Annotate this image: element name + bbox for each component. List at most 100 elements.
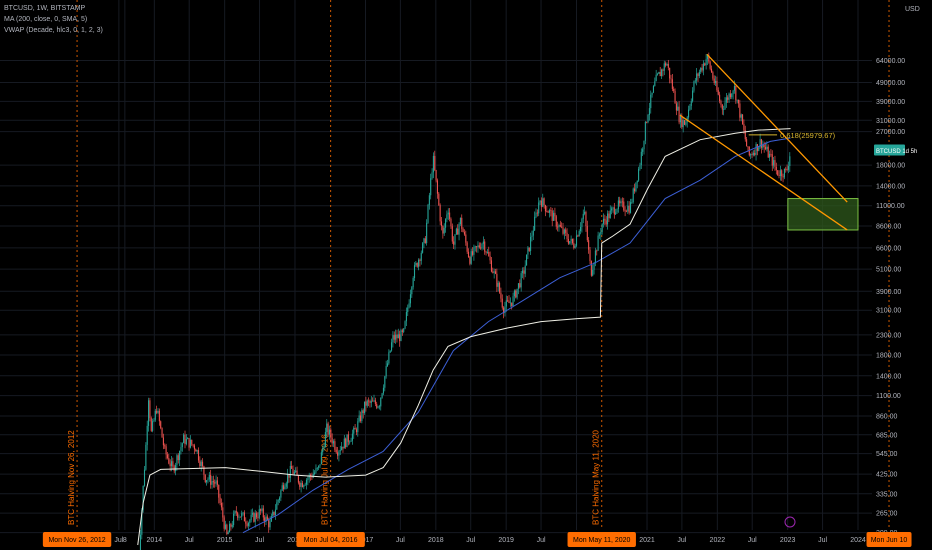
candle-body [627, 205, 629, 212]
candle-body [146, 425, 148, 445]
candle-body [179, 451, 181, 461]
candle-body [536, 212, 538, 214]
price-tick-label: 425.00 [876, 472, 898, 479]
candle-body [258, 509, 260, 518]
candle-body [446, 214, 448, 220]
candle-body [663, 63, 665, 71]
candle-body [208, 474, 210, 480]
candle-body [301, 482, 304, 488]
time-tick-label: 2016 [287, 537, 303, 544]
candle-body [488, 251, 490, 257]
candle-body [563, 229, 565, 234]
price-axis[interactable]: USD 64000.00 49000.00 39000.00 31000.00 27000… [874, 6, 920, 537]
candle-body [747, 146, 749, 148]
candle-body [416, 263, 418, 267]
candle-body [617, 200, 619, 210]
candle-body [611, 208, 613, 211]
legend-vwap[interactable]: VWAP (Decade, hlc3, 0, 1, 2, 3) [4, 27, 103, 34]
candle-body [311, 476, 313, 478]
candle-body [701, 67, 703, 71]
candle-body [515, 290, 517, 298]
candle-body [721, 104, 723, 110]
candle-body [681, 115, 683, 128]
time-axis[interactable]: Jul 8 2014 Jul 2015 Jul 2016 2017 Jul 2018 Jul 2019… [114, 516, 866, 544]
candle-body [585, 211, 587, 227]
halving-label: BTC Halving Jul 09, 2016 [321, 434, 330, 525]
candle-body [445, 219, 447, 228]
candle-body [196, 450, 198, 452]
candle-body [412, 277, 414, 288]
candle-body [490, 260, 493, 272]
candle-body [334, 441, 336, 450]
candle-body [631, 202, 633, 203]
candle-body [454, 234, 456, 245]
candle-body [357, 421, 359, 433]
legend-ma[interactable]: MA (200, close, 0, SMA, 5) [4, 16, 88, 23]
candle-body [393, 335, 395, 340]
candle-body [435, 170, 437, 181]
candle-body [328, 429, 331, 435]
candle-body [384, 376, 386, 388]
price-tick-label: 14000.00 [876, 183, 905, 190]
candle-body [665, 63, 667, 66]
candle-body [658, 72, 660, 74]
candle-body [304, 484, 306, 486]
candle-body [523, 270, 525, 274]
candle-body [580, 226, 582, 232]
candle-body [269, 521, 271, 528]
candle-body [400, 330, 402, 341]
candle-body [613, 207, 615, 215]
candle-body [185, 439, 187, 445]
price-tick-label: 265.00 [876, 511, 898, 518]
candle-body [345, 438, 347, 448]
halving-label: BTC Halving Nov 26, 2012 [67, 430, 76, 525]
candle-body [540, 200, 542, 207]
candle-body [335, 449, 337, 453]
legend: BTCUSD, 1W, BITSTAMP MA (200, close, 0, … [4, 3, 103, 36]
candle-body [303, 485, 305, 488]
candle-body [497, 282, 499, 287]
candle-body [314, 472, 316, 475]
candle-body [762, 144, 764, 148]
candle-body [439, 205, 441, 222]
candle-body [689, 105, 691, 110]
candle-body [554, 212, 556, 217]
candle-body [409, 294, 412, 304]
candle-body [588, 240, 590, 250]
candle-body [581, 218, 583, 227]
candle-body [359, 415, 362, 421]
candle-body [489, 256, 491, 261]
candle-body [427, 204, 429, 223]
candle-body [467, 251, 470, 258]
candle-body [690, 101, 692, 106]
price-tick-label: 5100.00 [876, 267, 901, 274]
candle-body [620, 201, 622, 204]
candle-body [191, 439, 193, 445]
trendline [679, 114, 848, 231]
candle-body [291, 465, 293, 469]
candle-body [373, 400, 375, 402]
candle-body [678, 106, 680, 123]
candle-body [156, 410, 158, 413]
date-badge-label: Mon Nov 26, 2012 [48, 537, 105, 544]
candle-body [494, 271, 497, 274]
candle-body [550, 210, 552, 212]
candle-body [318, 465, 320, 468]
candle-body [350, 440, 352, 442]
candle-body [724, 102, 726, 110]
candle-body [472, 251, 474, 255]
candle-body [284, 486, 286, 490]
candle-body [189, 439, 191, 448]
candle-body [214, 482, 216, 484]
last-price-badge-label: BTCUSD 1d 5h [876, 149, 917, 155]
candle-body [408, 303, 410, 308]
candle-body [358, 415, 360, 422]
candle-body [679, 115, 682, 123]
candle-body [312, 474, 314, 478]
legend-symbol[interactable]: BTCUSD, 1W, BITSTAMP [4, 5, 86, 12]
candle-body [673, 88, 675, 91]
candle-body [204, 474, 206, 483]
candle-body [463, 232, 466, 235]
candle-body [430, 178, 432, 196]
